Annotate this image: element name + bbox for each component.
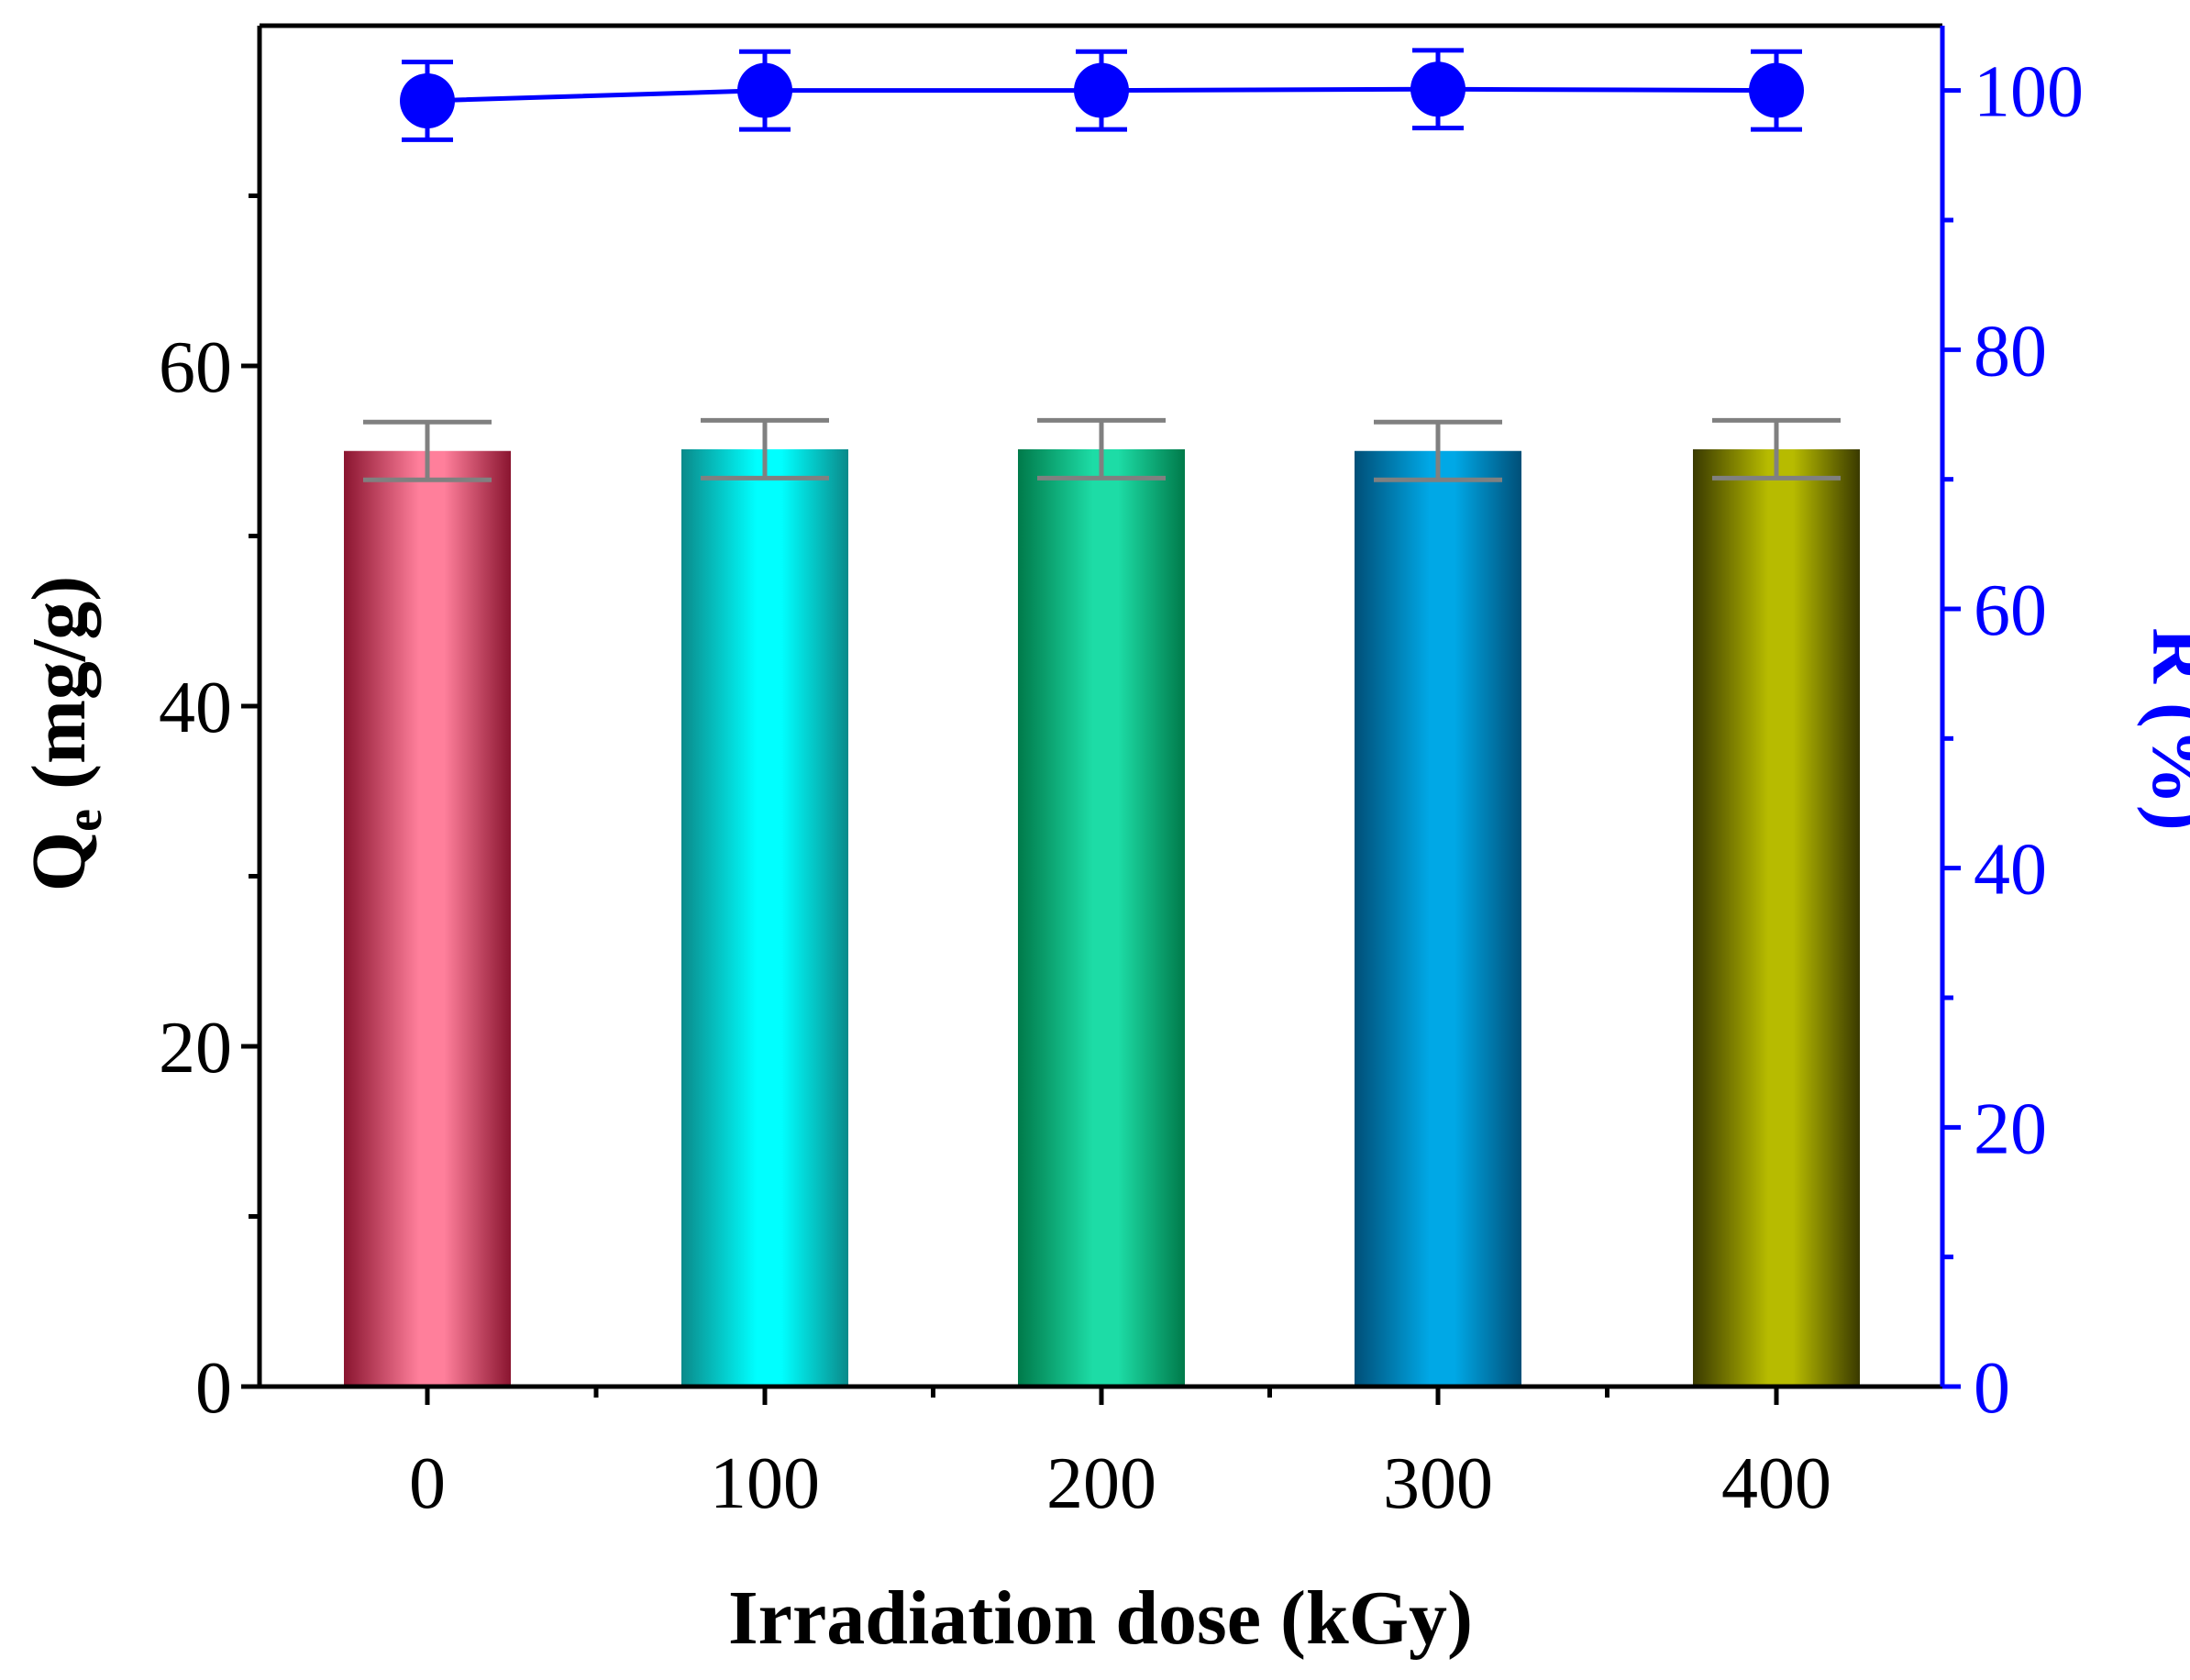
left-tick-label: 20: [159, 1008, 232, 1089]
y-axis-title-subscript: e: [56, 809, 113, 832]
labels: Irradiation dose (kGy) Qe (mg/g) R (%): [17, 576, 2190, 1661]
right-axis-title: R (%): [2136, 627, 2190, 831]
y-axis-title-rest: (mg/g): [17, 576, 102, 809]
bar-error-100: [701, 417, 829, 481]
x-tick-label: 200: [1046, 1443, 1156, 1524]
bar-series: [344, 448, 1860, 1387]
x-tick-label: 100: [710, 1443, 820, 1524]
line-point-400: [1749, 62, 1804, 118]
bar-error-300: [1374, 419, 1502, 482]
right-tick-label: 40: [1974, 830, 2047, 911]
left-tick-label: 0: [195, 1348, 232, 1429]
line-point-300: [1410, 61, 1466, 117]
y-axis-title-main: Q: [17, 832, 102, 891]
bar-error-0: [363, 419, 492, 482]
bar-200: [1018, 448, 1185, 1387]
line-point-200: [1074, 62, 1129, 118]
x-tick-label: 0: [409, 1443, 446, 1524]
right-tick-label: 0: [1974, 1348, 2010, 1429]
bar-error-bars: [363, 417, 1841, 482]
bar-400: [1693, 448, 1860, 1387]
x-axis-title: Irradiation dose (kGy): [728, 1575, 1473, 1661]
right-tick-label: 60: [1974, 570, 2047, 651]
bar-300: [1355, 450, 1521, 1387]
left-tick-label: 40: [159, 668, 232, 748]
axes: 0 20 40 60 0 20 40 60 80 100 0 100 200 300 400: [159, 23, 2084, 1524]
left-tick-label: 60: [159, 327, 232, 408]
right-tick-label: 100: [1974, 52, 2084, 133]
bar-0: [344, 450, 511, 1387]
line-series: [400, 48, 1804, 142]
bar-error-200: [1037, 417, 1166, 481]
bar-100: [681, 448, 848, 1387]
right-tick-label: 80: [1974, 311, 2047, 392]
line-point-100: [737, 62, 792, 118]
line-point-0: [400, 72, 455, 128]
right-tick-label: 20: [1974, 1089, 2047, 1169]
x-tick-label: 400: [1721, 1443, 1831, 1524]
y-axis-title: Qe (mg/g): [17, 576, 113, 891]
x-tick-label: 300: [1383, 1443, 1493, 1524]
bar-error-400: [1712, 417, 1841, 481]
